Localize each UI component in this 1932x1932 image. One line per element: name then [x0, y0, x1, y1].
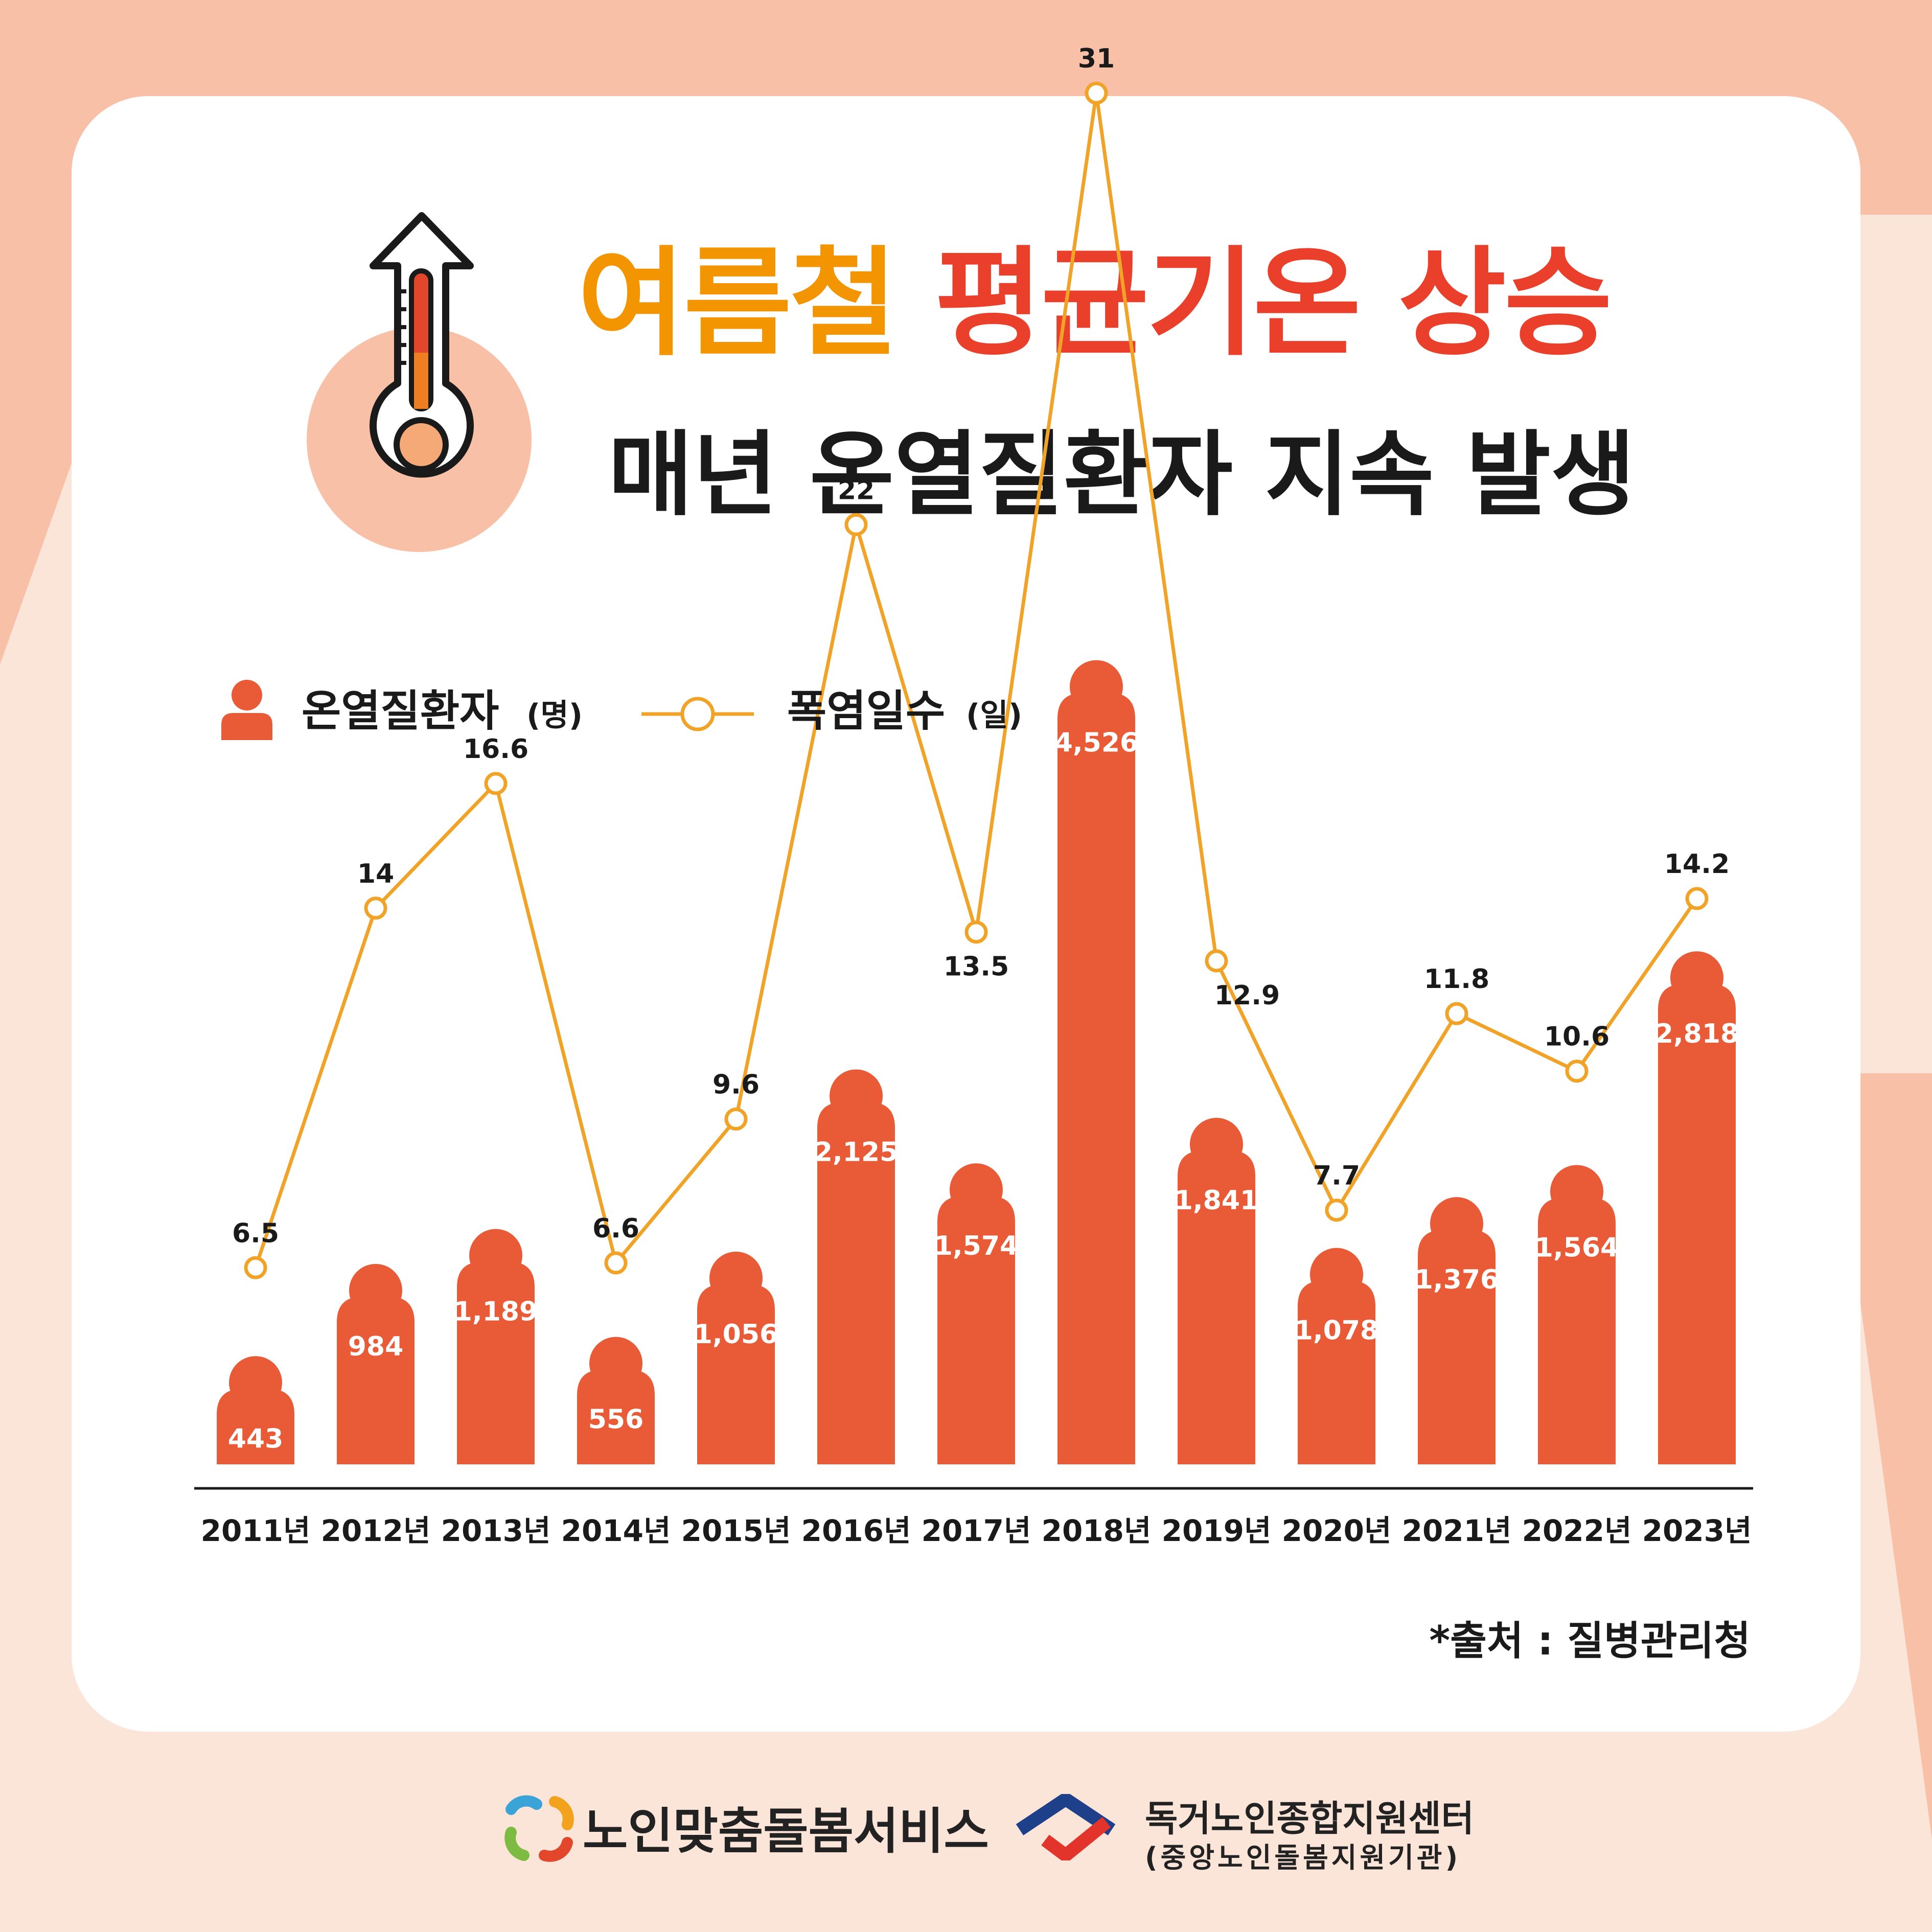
legend-unit-patients: (명) [526, 698, 583, 733]
bar-10 [1418, 1230, 1496, 1464]
page-title: 여름철 평균기온 상승 [578, 245, 1702, 363]
category-label-9: 2020년 [1282, 1513, 1392, 1548]
category-label-8: 2019년 [1162, 1513, 1272, 1548]
line-value-label-8: 12.9 [1214, 980, 1280, 1011]
page-subtitle: 매년 온열질환자 지속 발생 [608, 422, 1636, 528]
line-point-12 [1685, 887, 1709, 910]
line-point-0 [244, 1256, 267, 1279]
line-value-label-10: 11.8 [1424, 964, 1489, 995]
bar-12 [1658, 984, 1736, 1464]
bar-value-label-0: 443 [228, 1423, 284, 1454]
line-point-7 [1085, 81, 1108, 105]
bar-head-10 [1430, 1197, 1483, 1251]
line-value-label-2: 16.6 [463, 734, 528, 765]
bar-value-label-9: 1,078 [1295, 1315, 1378, 1346]
bar-3 [577, 1369, 655, 1464]
category-label-5: 2016년 [801, 1513, 911, 1548]
category-label-7: 2018년 [1042, 1513, 1152, 1548]
line-value-label-12: 14.2 [1664, 849, 1730, 880]
legend-person-icon-head [232, 680, 262, 710]
bar-value-label-12: 2,818 [1655, 1019, 1739, 1049]
line-point-6 [964, 921, 988, 944]
category-label-3: 2014년 [561, 1513, 671, 1548]
category-label-1: 2012년 [321, 1513, 431, 1548]
bar-value-label-7: 4,526 [1054, 728, 1138, 758]
bar-4 [697, 1284, 775, 1464]
bar-9 [1298, 1280, 1375, 1464]
line-point-5 [844, 513, 868, 536]
category-label-0: 2011년 [201, 1513, 311, 1548]
legend-circle-marker-icon [680, 697, 715, 731]
line-value-label-0: 6.5 [232, 1218, 279, 1249]
category-label-4: 2015년 [681, 1513, 791, 1548]
bar-11 [1538, 1198, 1616, 1464]
bar-head-8 [1190, 1118, 1243, 1171]
bar-head-2 [469, 1229, 522, 1282]
bar-value-label-10: 1,376 [1415, 1264, 1499, 1295]
bar-value-label-6: 1,574 [934, 1231, 1018, 1261]
legend-label-heatwave: 폭염일수 [787, 686, 945, 736]
logo1-text: 노인맞춤돌봄서비스 [583, 1803, 989, 1860]
line-point-1 [364, 896, 387, 920]
line-point-9 [1325, 1199, 1348, 1222]
legend-person-icon [221, 713, 272, 740]
line-point-4 [724, 1108, 748, 1131]
bar-head-5 [830, 1069, 883, 1123]
bar-8 [1178, 1151, 1255, 1464]
bar-0 [217, 1389, 294, 1464]
legend-label-patients: 온열질환자 [302, 686, 499, 736]
line-value-label-6: 13.5 [944, 952, 1009, 982]
bar-value-label-2: 1,189 [454, 1296, 538, 1327]
line-point-8 [1205, 949, 1228, 973]
title-part1: 여름철 [578, 236, 898, 372]
line-value-label-4: 9.6 [712, 1070, 760, 1100]
bar-value-label-8: 1,841 [1175, 1185, 1258, 1216]
bar-head-7 [1070, 660, 1123, 714]
bar-head-9 [1310, 1248, 1363, 1301]
bar-head-12 [1670, 951, 1723, 1005]
line-value-label-11: 10.6 [1544, 1022, 1609, 1052]
source-note: *출처 : 질병관리청 [1429, 1618, 1751, 1664]
bar-head-3 [589, 1337, 642, 1390]
bar-head-0 [229, 1356, 282, 1410]
line-value-label-5: 22 [838, 475, 875, 505]
center-logo-icon [1016, 1794, 1116, 1860]
bar-value-label-1: 984 [348, 1331, 404, 1362]
line-point-3 [604, 1251, 628, 1275]
category-label-2: 2013년 [441, 1513, 551, 1548]
bar-5 [817, 1102, 895, 1464]
logo2-line1: 독거노인종합지원센터 [1145, 1798, 1474, 1839]
bar-6 [937, 1196, 1015, 1464]
bar-head-1 [349, 1263, 402, 1317]
category-label-11: 2022년 [1522, 1513, 1632, 1548]
category-label-6: 2017년 [922, 1513, 1031, 1548]
thermometer-rising-icon [307, 212, 532, 552]
legend-unit-heatwave: (일) [966, 698, 1022, 733]
line-point-2 [484, 772, 508, 795]
bar-2 [457, 1261, 535, 1464]
bar-value-label-3: 556 [588, 1405, 644, 1435]
bar-head-11 [1550, 1165, 1603, 1218]
bar-head-4 [709, 1251, 763, 1305]
line-point-10 [1445, 1002, 1468, 1025]
logo2-line2: (중앙노인돌봄지원기관) [1145, 1842, 1461, 1874]
category-label-12: 2023년 [1642, 1513, 1752, 1548]
line-value-label-3: 6.6 [592, 1213, 639, 1244]
bar-head-6 [950, 1163, 1003, 1217]
bar-value-label-5: 2,125 [814, 1137, 898, 1167]
category-label-10: 2021년 [1402, 1513, 1512, 1548]
line-value-label-9: 7.7 [1313, 1161, 1360, 1191]
line-series-path [254, 91, 1698, 1269]
bar-1 [337, 1296, 415, 1464]
bar-value-label-11: 1,564 [1535, 1232, 1619, 1263]
title-part2: 평균기온 상승 [934, 236, 1613, 372]
line-value-label-7: 31 [1078, 43, 1115, 74]
line-point-11 [1565, 1060, 1589, 1083]
bar-7 [1057, 693, 1135, 1464]
senior-care-logo-icon [504, 1795, 574, 1862]
bar-value-label-4: 1,056 [694, 1319, 778, 1350]
line-value-label-1: 14 [357, 859, 394, 889]
